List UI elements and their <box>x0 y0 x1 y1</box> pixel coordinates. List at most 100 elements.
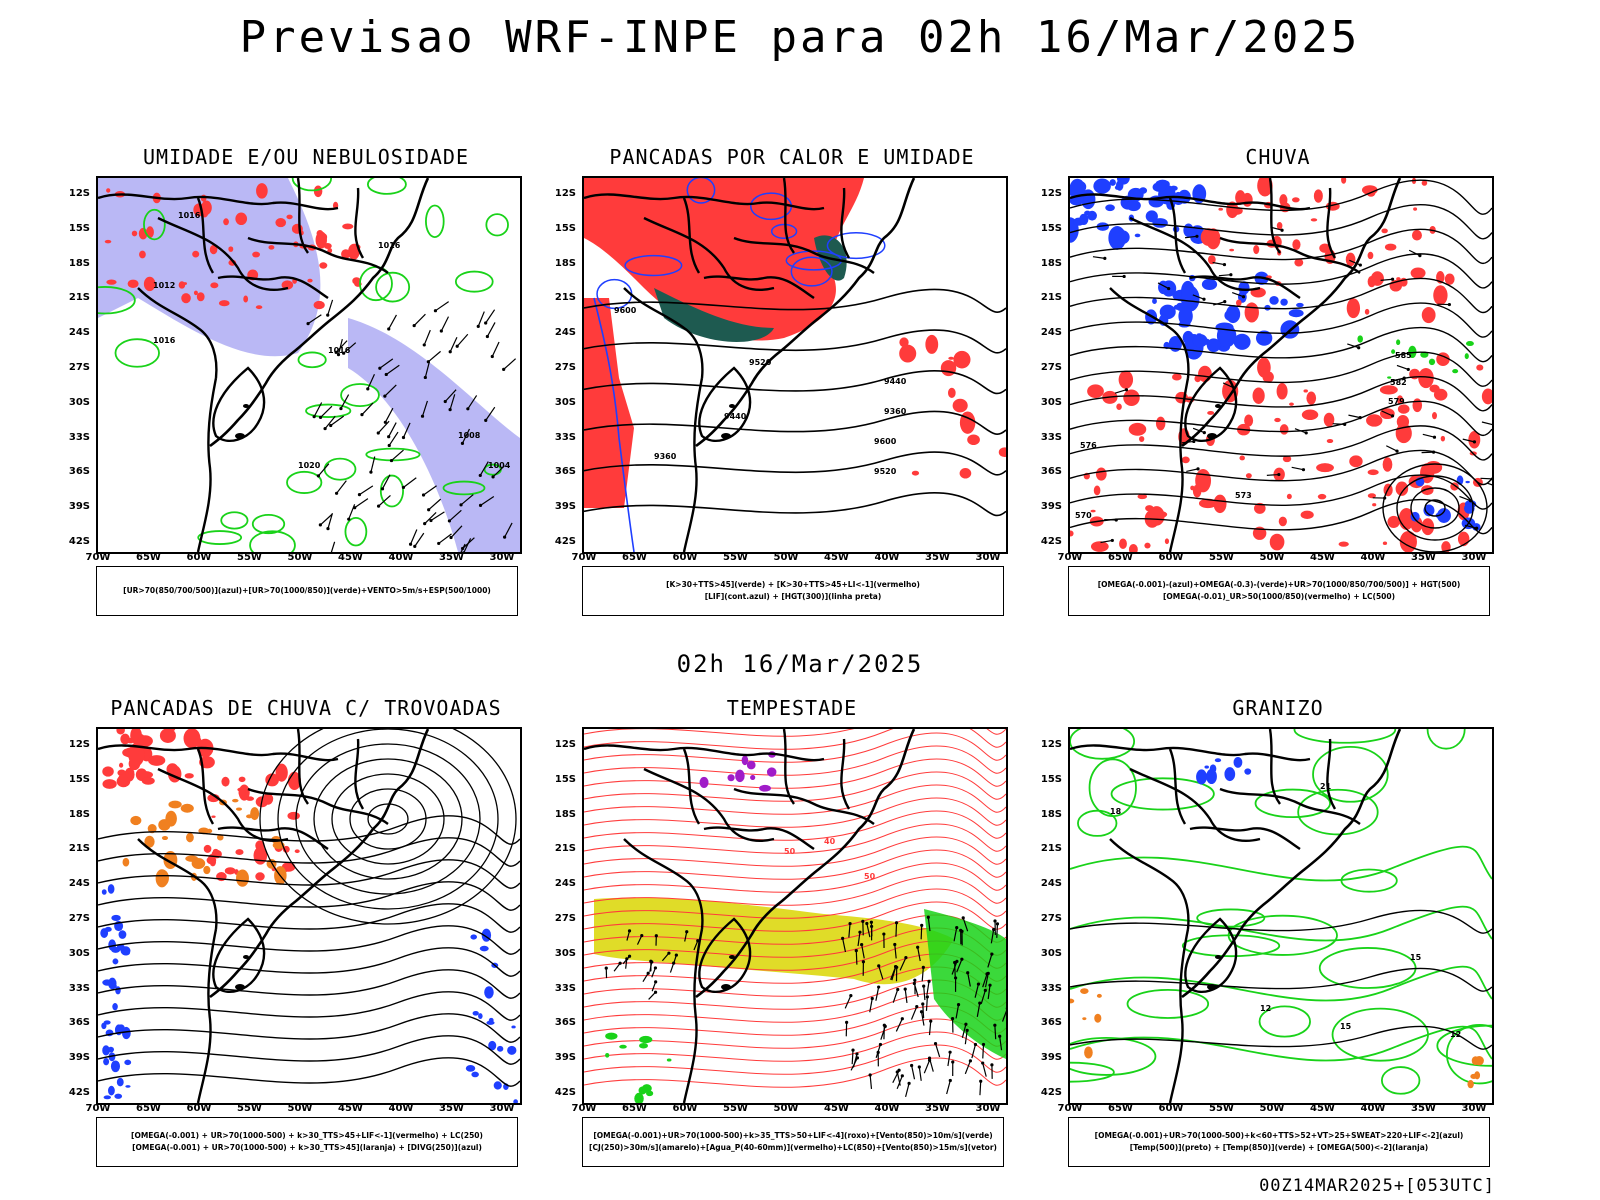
omega-orange-area <box>1096 993 1102 998</box>
wind-vector-head <box>981 1042 986 1047</box>
storm-orange-area <box>203 865 211 875</box>
latitude-tick-label: 30S <box>68 947 90 959</box>
omega-red-area <box>1410 267 1426 279</box>
wind-vector <box>899 957 907 971</box>
divergence-blue <box>478 1013 483 1019</box>
omega-red-area <box>1253 245 1260 255</box>
divergence-blue <box>114 1093 123 1099</box>
wind-vector <box>330 415 345 426</box>
contour-label: 1016 <box>328 346 351 355</box>
latitude-tick-label: 36S <box>554 466 576 478</box>
wind-green-area <box>666 1058 672 1062</box>
latitude-tick-label: 27S <box>554 913 576 924</box>
omega-green-area <box>1391 349 1396 354</box>
wind-vector-head <box>959 928 963 932</box>
divergence-blue <box>112 1003 118 1011</box>
contour-label: 15 <box>1410 953 1422 962</box>
wind-vector-head <box>903 987 907 991</box>
wind-vector-head <box>378 366 382 370</box>
omega-orange-area <box>1467 1080 1474 1089</box>
omega-green-area <box>1357 335 1363 343</box>
border-line <box>296 178 309 254</box>
omega-orange-area <box>1080 988 1089 994</box>
storm-orange-area <box>180 803 194 813</box>
longitude-tick-label: 45W <box>1310 1103 1335 1114</box>
wind-vector <box>1380 278 1393 282</box>
wind-vector <box>625 958 628 969</box>
rh-contour-red <box>223 218 229 226</box>
map-canvas: 9600 9520 9440 9360 9600 9520 9440 9360 <box>584 178 1006 552</box>
border-line <box>1268 178 1281 254</box>
wind-vector-head <box>851 1048 855 1052</box>
contour-label: 9360 <box>884 407 907 416</box>
divergence-blue <box>111 946 121 953</box>
rh-contour-green <box>454 270 494 293</box>
wind-vector <box>1381 410 1393 417</box>
divergence-blue <box>107 1046 115 1053</box>
height-contour <box>584 491 1006 517</box>
wind-vector <box>1192 294 1205 300</box>
rh-contour-green <box>249 530 296 552</box>
streamline <box>98 925 520 955</box>
contour-label: 1020 <box>298 461 321 470</box>
contour-label: 1016 <box>153 336 176 345</box>
divergence-blue <box>103 1095 112 1100</box>
wind-vector <box>449 394 456 410</box>
wind-vector <box>905 1083 910 1098</box>
wind-vector <box>890 966 897 980</box>
wind-vector-head <box>1383 496 1387 500</box>
legend-line: [Temp(500)](preto) + [Temp(850)](verde) … <box>1129 1143 1429 1152</box>
wind-vector-head <box>1447 302 1451 307</box>
wind-vector <box>851 1050 854 1065</box>
wind-green-area <box>634 1092 644 1103</box>
wind-vector-head <box>1196 467 1200 471</box>
height-contour <box>584 451 1006 476</box>
storm-orange-area <box>158 819 171 831</box>
wind-vector-head <box>955 925 959 930</box>
storm-red-area <box>183 729 201 749</box>
border-line <box>584 193 825 211</box>
latitude-tick-label: 12S <box>554 188 576 199</box>
wind-vector <box>402 422 411 438</box>
lake <box>1207 433 1217 439</box>
streamline <box>98 815 520 845</box>
omega-red-area <box>1198 498 1217 509</box>
border-line <box>682 928 704 1103</box>
omega-red-area <box>1326 439 1334 444</box>
wind-vector-head <box>927 1058 932 1062</box>
wind-vector-head <box>502 367 506 371</box>
storm-red-area <box>221 776 230 787</box>
wind-vector <box>480 495 495 506</box>
storm-red-area <box>159 729 176 743</box>
map-tempestade: 50 50 40 <box>582 727 1008 1105</box>
wind-vector <box>327 513 334 529</box>
wind-vector-head <box>860 942 864 947</box>
height-500-contour <box>1070 376 1492 412</box>
wind-vector <box>636 935 643 945</box>
wind-vector <box>861 944 865 959</box>
omega-red-area <box>1181 456 1190 464</box>
precip-water-contour <box>584 784 1006 815</box>
map-canvas <box>98 729 520 1103</box>
wind-vector <box>385 364 400 375</box>
divergence-blue <box>108 1085 115 1096</box>
wind-vector <box>327 299 334 316</box>
latitude-tick-label: 24S <box>68 878 90 890</box>
divergence-blue <box>493 1081 502 1090</box>
wind-vector <box>946 1080 951 1095</box>
wind-vector <box>1294 428 1307 434</box>
wind-vector-head <box>985 972 989 976</box>
divergence-blue <box>118 930 127 939</box>
instability-red-area <box>899 344 917 363</box>
rh-contour-green <box>323 457 357 481</box>
wind-vector-head <box>342 351 346 355</box>
longitude-tick-label: 55W <box>723 552 748 563</box>
wind-vector-head <box>1390 277 1395 281</box>
longitude-tick-label: 55W <box>1209 1103 1234 1114</box>
wind-vector-head <box>443 399 447 404</box>
border-line <box>1189 826 1301 850</box>
wind-vector-head <box>478 473 482 478</box>
omega-red-area <box>1319 243 1331 253</box>
wind-vector-head <box>654 980 658 984</box>
wind-vector-head <box>1402 376 1406 380</box>
